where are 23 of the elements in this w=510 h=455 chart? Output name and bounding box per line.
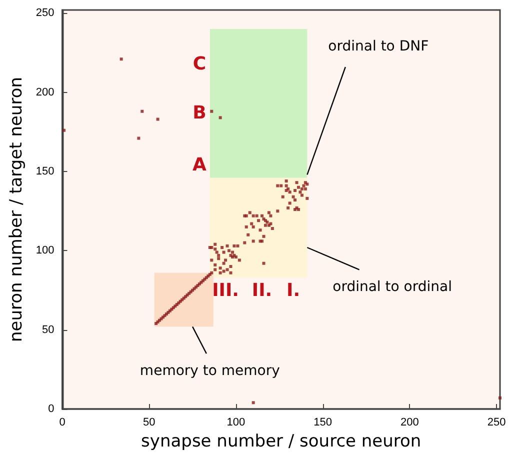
y-tick-label: 100 <box>36 244 54 257</box>
x-tick-label: 250 <box>487 416 506 428</box>
y-tick-label: 200 <box>36 86 54 98</box>
y-tick-label: 50 <box>42 324 54 336</box>
x-tick-label: 200 <box>400 416 419 428</box>
y-tick-label: 250 <box>36 7 54 20</box>
x-axis-title: synapse number / source neuron <box>141 432 422 452</box>
x-tick-label: 100 <box>226 416 246 428</box>
y-axis-title: neuron number / target neuron <box>6 77 26 342</box>
y-tick-label: 150 <box>36 166 54 178</box>
annotation: ordinal to DNF <box>328 38 429 54</box>
annotation: ordinal to ordinal <box>332 279 452 296</box>
x-tick-label: 0 <box>59 416 66 428</box>
annotation: III. <box>212 280 240 301</box>
annotation: C <box>192 53 206 74</box>
annotation: II. <box>252 280 272 301</box>
annotation: I. <box>286 280 300 301</box>
annotation: B <box>192 102 206 124</box>
x-tick-label: 150 <box>314 416 332 428</box>
x-tick-label: 50 <box>142 416 156 428</box>
y-tick-label: 0 <box>48 403 54 415</box>
annotation: memory to memory <box>140 363 280 379</box>
annotation: A <box>192 154 207 176</box>
